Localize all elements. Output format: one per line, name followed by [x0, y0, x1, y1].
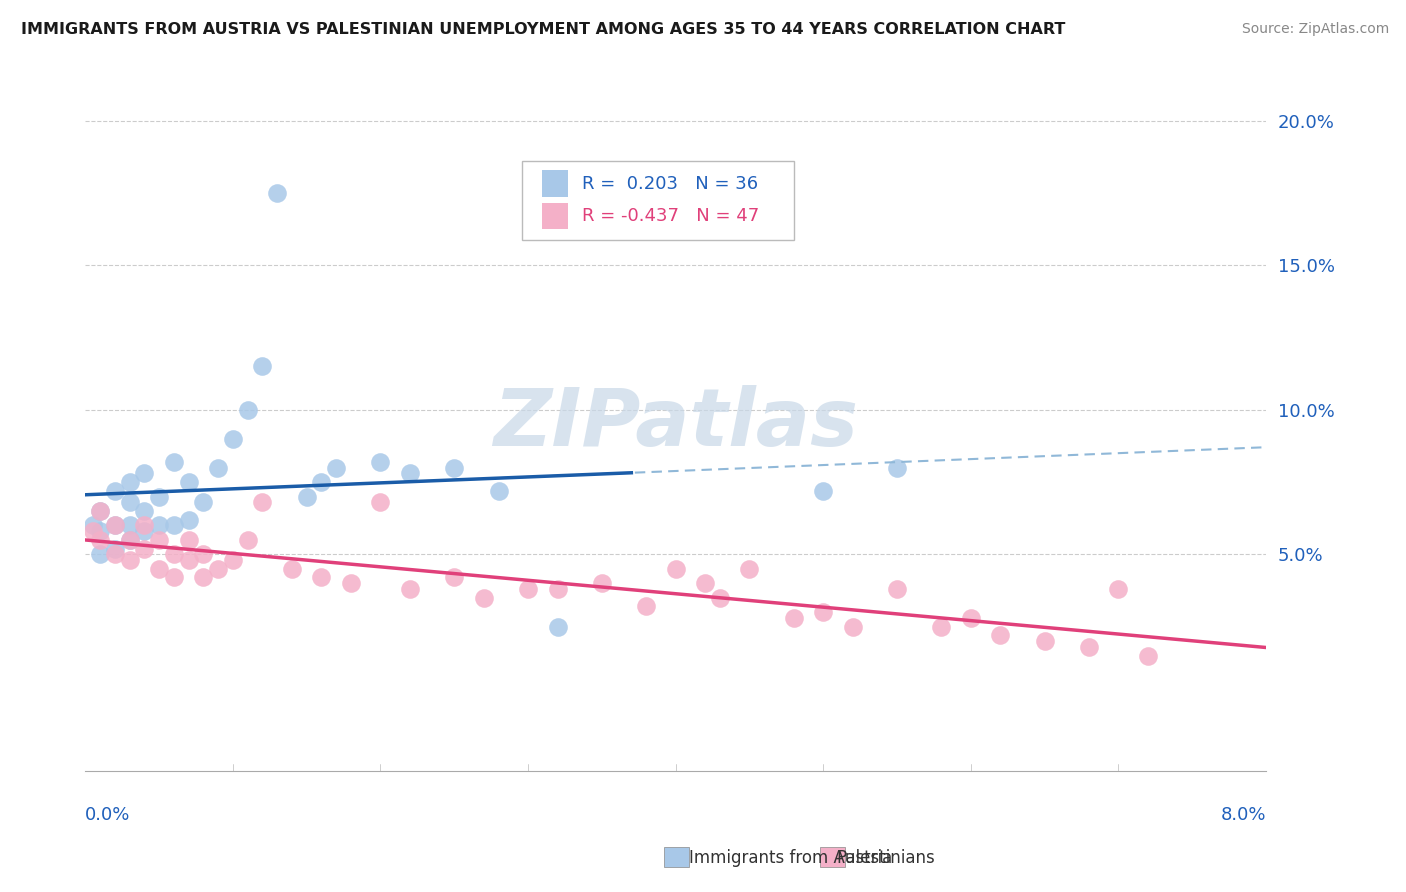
Point: [104, 518, 127, 533]
Point: [134, 518, 156, 533]
Point: [738, 562, 761, 576]
Point: [517, 582, 540, 596]
Point: [252, 359, 274, 374]
Point: [443, 570, 465, 584]
Point: [104, 483, 127, 498]
FancyBboxPatch shape: [820, 847, 845, 867]
Point: [783, 611, 806, 625]
Point: [118, 533, 141, 547]
Point: [472, 591, 495, 605]
Point: [89, 547, 111, 561]
Text: ZIPatlas: ZIPatlas: [494, 385, 858, 463]
Text: R = -0.437   N = 47: R = -0.437 N = 47: [582, 207, 759, 225]
Point: [811, 605, 834, 619]
FancyBboxPatch shape: [664, 847, 689, 867]
Point: [193, 547, 215, 561]
Point: [89, 533, 111, 547]
Point: [104, 547, 127, 561]
Text: Palestinians: Palestinians: [837, 849, 935, 867]
Point: [1136, 648, 1159, 663]
Point: [236, 533, 259, 547]
Point: [281, 562, 304, 576]
Point: [177, 475, 200, 489]
Point: [236, 402, 259, 417]
Point: [488, 483, 510, 498]
Point: [134, 541, 156, 556]
Point: [547, 619, 569, 633]
Point: [89, 524, 111, 539]
Point: [134, 524, 156, 539]
Point: [148, 562, 170, 576]
Point: [118, 533, 141, 547]
Text: Source: ZipAtlas.com: Source: ZipAtlas.com: [1241, 22, 1389, 37]
Point: [709, 591, 731, 605]
FancyBboxPatch shape: [543, 170, 568, 197]
Point: [89, 504, 111, 518]
Point: [193, 495, 215, 509]
Point: [104, 518, 127, 533]
Point: [148, 533, 170, 547]
Point: [82, 518, 104, 533]
Point: [104, 541, 127, 556]
Point: [695, 576, 717, 591]
Point: [266, 186, 288, 200]
Point: [547, 582, 569, 596]
Point: [252, 495, 274, 509]
Point: [193, 570, 215, 584]
Point: [886, 582, 908, 596]
Point: [177, 553, 200, 567]
Text: R =  0.203   N = 36: R = 0.203 N = 36: [582, 175, 758, 193]
Point: [370, 455, 392, 469]
Point: [929, 619, 952, 633]
Point: [118, 475, 141, 489]
Point: [886, 460, 908, 475]
Point: [163, 570, 186, 584]
Point: [1077, 640, 1099, 654]
Point: [134, 467, 156, 481]
Point: [370, 495, 392, 509]
Point: [118, 553, 141, 567]
Point: [311, 570, 333, 584]
Point: [959, 611, 981, 625]
Point: [222, 432, 245, 446]
Point: [1033, 634, 1056, 648]
Point: [148, 490, 170, 504]
Point: [591, 576, 613, 591]
Point: [118, 495, 141, 509]
Point: [89, 504, 111, 518]
Point: [1107, 582, 1129, 596]
Point: [82, 524, 104, 539]
Point: [163, 455, 186, 469]
Text: Immigrants from Austria: Immigrants from Austria: [689, 849, 893, 867]
Point: [148, 518, 170, 533]
Point: [311, 475, 333, 489]
Point: [207, 562, 229, 576]
Point: [163, 518, 186, 533]
Point: [340, 576, 363, 591]
FancyBboxPatch shape: [522, 161, 794, 241]
Point: [177, 513, 200, 527]
Point: [163, 547, 186, 561]
Text: IMMIGRANTS FROM AUSTRIA VS PALESTINIAN UNEMPLOYMENT AMONG AGES 35 TO 44 YEARS CO: IMMIGRANTS FROM AUSTRIA VS PALESTINIAN U…: [21, 22, 1066, 37]
Point: [295, 490, 318, 504]
Point: [222, 553, 245, 567]
Point: [399, 582, 422, 596]
Point: [811, 483, 834, 498]
Point: [134, 504, 156, 518]
Point: [325, 460, 347, 475]
Text: 8.0%: 8.0%: [1220, 805, 1265, 824]
Point: [118, 518, 141, 533]
Point: [399, 467, 422, 481]
Point: [988, 628, 1011, 642]
Text: 0.0%: 0.0%: [86, 805, 131, 824]
Point: [443, 460, 465, 475]
Point: [177, 533, 200, 547]
FancyBboxPatch shape: [543, 203, 568, 229]
Point: [665, 562, 688, 576]
Point: [841, 619, 863, 633]
Point: [207, 460, 229, 475]
Point: [636, 599, 658, 614]
